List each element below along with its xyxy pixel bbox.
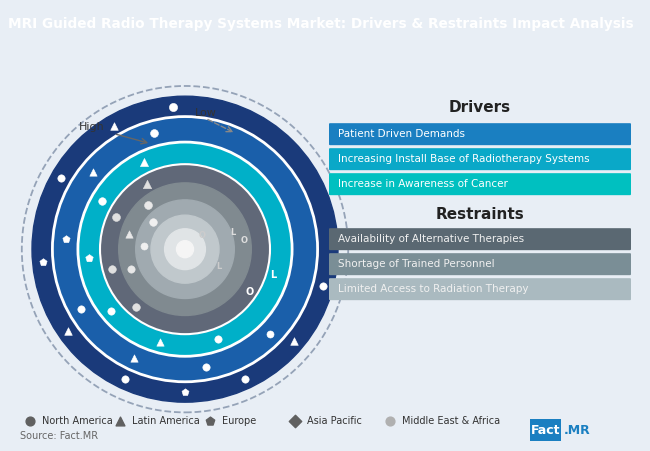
Point — [88, 169, 98, 176]
Text: Middle East & Africa: Middle East & Africa — [402, 416, 500, 426]
Text: L: L — [270, 270, 276, 280]
Text: North America: North America — [42, 416, 112, 426]
Circle shape — [164, 229, 205, 270]
Point — [60, 235, 71, 242]
Point — [155, 338, 165, 345]
Point — [240, 375, 250, 382]
Point — [56, 174, 66, 181]
Point — [139, 158, 150, 166]
Text: Low: Low — [194, 108, 216, 118]
Point — [142, 201, 153, 208]
Circle shape — [100, 164, 270, 334]
FancyBboxPatch shape — [329, 148, 631, 170]
Point — [115, 418, 125, 425]
Point — [289, 337, 300, 345]
FancyBboxPatch shape — [329, 253, 631, 275]
Point — [265, 330, 275, 337]
Point — [167, 103, 177, 110]
Circle shape — [53, 116, 318, 382]
Point — [25, 418, 35, 425]
Point — [148, 219, 159, 226]
Point — [84, 254, 94, 261]
Text: Availability of Alternative Therapies: Availability of Alternative Therapies — [338, 234, 524, 244]
Circle shape — [136, 200, 234, 299]
Point — [120, 375, 130, 382]
Text: .MR: .MR — [564, 423, 590, 437]
Text: Asia Pacific: Asia Pacific — [307, 416, 362, 426]
Point — [63, 327, 73, 335]
FancyBboxPatch shape — [329, 228, 631, 250]
Text: L: L — [230, 228, 235, 237]
Point — [97, 198, 107, 205]
Text: L: L — [216, 262, 222, 271]
Text: Europe: Europe — [222, 416, 256, 426]
Point — [131, 304, 142, 311]
Text: O: O — [241, 236, 248, 245]
Text: Shortage of Trained Personnel: Shortage of Trained Personnel — [338, 259, 495, 269]
Circle shape — [151, 215, 219, 283]
Point — [106, 307, 116, 314]
Point — [124, 230, 135, 238]
Text: High: High — [79, 122, 105, 132]
Point — [111, 214, 122, 221]
Text: MRI Guided Radio Therapy Systems Market: Drivers & Restraints Impact Analysis: MRI Guided Radio Therapy Systems Market:… — [8, 17, 633, 31]
Point — [129, 354, 140, 361]
Point — [290, 418, 300, 425]
Text: Increasing Install Base of Radiotherapy Systems: Increasing Install Base of Radiotherapy … — [338, 154, 590, 164]
Point — [385, 418, 395, 425]
Circle shape — [32, 96, 338, 402]
Point — [180, 388, 190, 396]
Point — [76, 305, 86, 313]
Text: O: O — [198, 231, 205, 240]
Text: Restraints: Restraints — [436, 207, 525, 222]
Point — [38, 258, 48, 265]
Circle shape — [119, 183, 252, 316]
FancyBboxPatch shape — [329, 278, 631, 300]
Point — [142, 180, 152, 187]
Point — [201, 364, 211, 371]
FancyBboxPatch shape — [329, 173, 631, 195]
Circle shape — [78, 142, 292, 356]
Circle shape — [177, 241, 194, 258]
Text: Drivers: Drivers — [449, 100, 511, 115]
Text: Limited Access to Radiation Therapy: Limited Access to Radiation Therapy — [338, 284, 528, 294]
Point — [109, 122, 119, 129]
Point — [205, 418, 215, 425]
Point — [138, 242, 149, 249]
Text: Source: Fact.MR: Source: Fact.MR — [20, 431, 98, 441]
Text: Increase in Awareness of Cancer: Increase in Awareness of Cancer — [338, 179, 508, 189]
Point — [125, 265, 136, 272]
FancyBboxPatch shape — [329, 123, 631, 145]
Text: Fact: Fact — [531, 423, 560, 437]
FancyBboxPatch shape — [530, 419, 561, 441]
Text: O: O — [246, 287, 254, 297]
Text: Latin America: Latin America — [132, 416, 200, 426]
Point — [149, 130, 159, 137]
Point — [318, 282, 328, 290]
Text: Patient Driven Demands: Patient Driven Demands — [338, 129, 465, 139]
Point — [107, 265, 117, 272]
Point — [213, 336, 223, 343]
